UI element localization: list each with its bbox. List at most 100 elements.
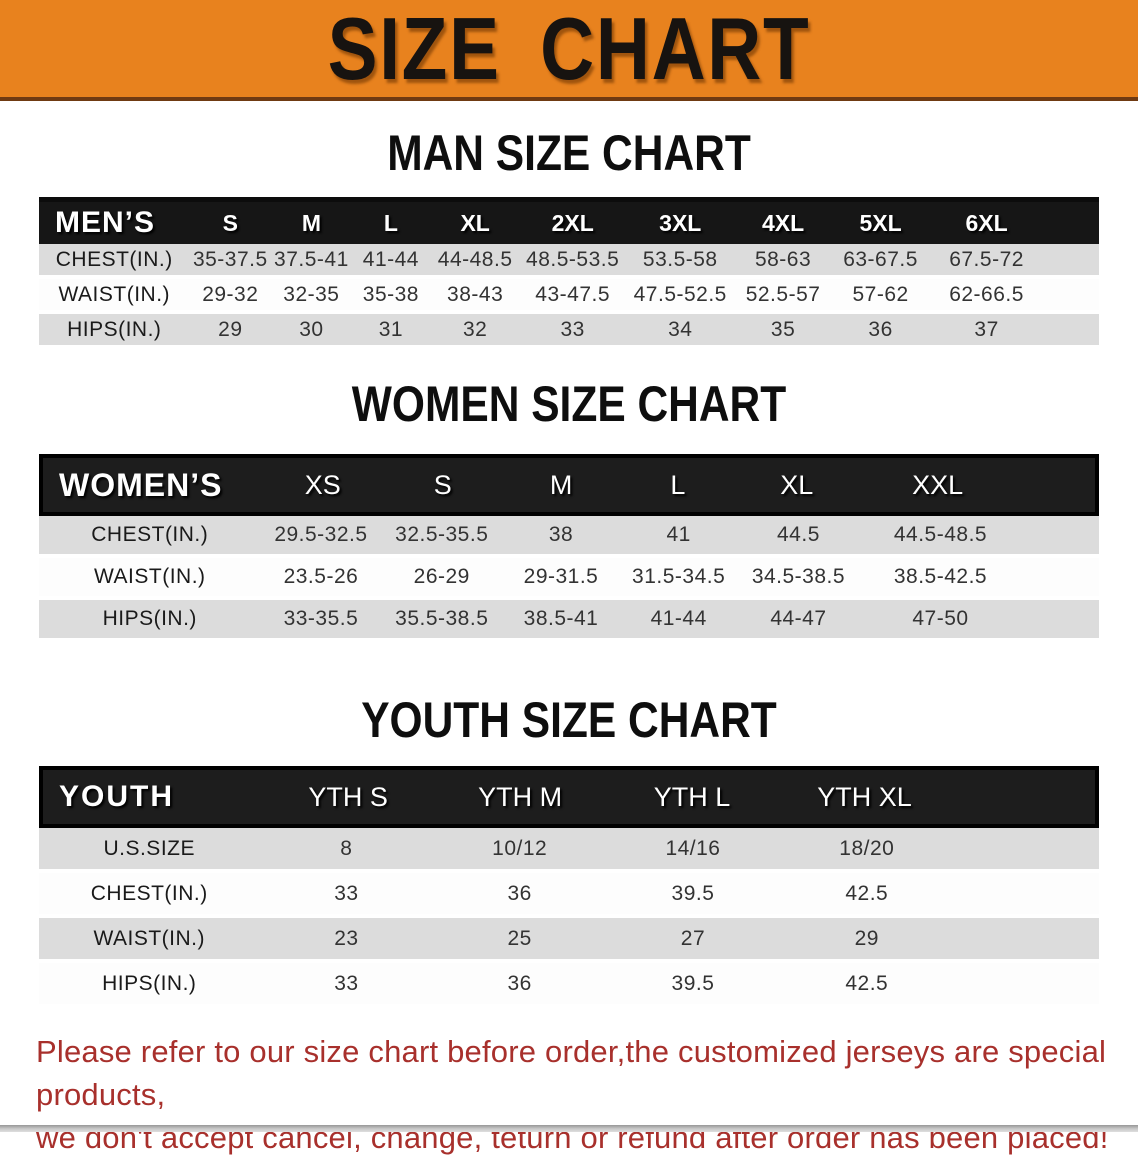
- section-men: MAN SIZE CHART MEN’S S M L XL 2XL 3XL 4XL 5XL 6XL C…: [0, 127, 1138, 345]
- table-row: CHEST(IN.) 35-37.5 37.5-41 41-44 44-48.5 48.5…: [39, 244, 1099, 275]
- size-cell: 33: [334, 971, 359, 995]
- table-row: WAIST(IN.) 23.5-26 26-29 29-31.5 31.5-34.5 34…: [39, 558, 1099, 596]
- size-cell: 47-50: [912, 607, 969, 630]
- table-row: HIPS(IN.) 33-35.5 35.5-38.5 38.5-41 41-44 44-…: [39, 600, 1099, 638]
- size-cell: 23: [334, 926, 359, 950]
- group-label: MEN’S: [55, 206, 156, 239]
- size-cell: 14/16: [665, 836, 721, 860]
- size-cell: 32.5-35.5: [395, 523, 489, 546]
- size-cell: 25: [507, 926, 532, 950]
- size-cell: 29: [854, 926, 879, 950]
- column-header: S: [222, 209, 238, 236]
- table-row: WAIST(IN.) 23 25 27 29: [39, 918, 1099, 959]
- disclaimer: Please refer to our size chart before or…: [36, 1030, 1138, 1159]
- size-cell: 32-35: [283, 282, 340, 306]
- size-cell: 31.5-34.5: [632, 565, 726, 588]
- table-row: CHEST(IN.) 29.5-32.5 32.5-35.5 38 41 44.5 44.5…: [39, 516, 1099, 554]
- section-heading: WOMEN SIZE CHART: [351, 376, 787, 432]
- column-header: M: [549, 469, 573, 500]
- column-header: XL: [460, 209, 490, 236]
- size-cell: 41: [666, 523, 691, 546]
- size-cell: 8: [340, 836, 353, 860]
- row-label: HIPS(IN.): [102, 971, 197, 995]
- banner-title: SIZE CHART: [327, 0, 811, 98]
- size-cell: 38: [548, 523, 574, 546]
- column-header: L: [383, 209, 398, 236]
- size-cell: 10/12: [492, 836, 548, 860]
- size-cell: 38.5-41: [523, 607, 599, 630]
- table-row: HIPS(IN.) 29 30 31 32 33 34 35 36 37: [39, 314, 1099, 345]
- size-cell: 48.5-53.5: [526, 247, 620, 271]
- size-cell: 43-47.5: [535, 282, 611, 306]
- size-cell: 36: [507, 971, 532, 995]
- size-cell: 34.5-38.5: [751, 565, 846, 588]
- size-cell: 44.5-48.5: [893, 523, 988, 546]
- size-cell: 42.5: [845, 971, 889, 995]
- group-label: WOMEN’S: [59, 466, 223, 503]
- column-header: 4XL: [761, 209, 805, 236]
- size-cell: 39.5: [671, 881, 715, 905]
- size-cell: 23.5-26: [283, 565, 359, 588]
- column-header: 5XL: [859, 209, 902, 236]
- size-cell: 29-31.5: [523, 565, 599, 588]
- section-women: WOMEN SIZE CHART WOMEN’S XS S M L XL XXL CHEST(I…: [0, 378, 1138, 638]
- size-cell: 37.5-41: [274, 247, 349, 271]
- column-header: M: [301, 209, 321, 236]
- row-label: CHEST(IN.): [91, 523, 209, 546]
- size-cell: 58-63: [754, 247, 812, 271]
- section-heading: MAN SIZE CHART: [387, 125, 751, 181]
- size-cell: 29.5-32.5: [274, 523, 368, 546]
- size-cell: 53.5-58: [642, 247, 718, 271]
- table-row: U.S.SIZE 8 10/12 14/16 18/20: [39, 828, 1099, 869]
- size-cell: 32: [462, 317, 488, 341]
- row-label: U.S.SIZE: [103, 836, 195, 860]
- size-cell: 34: [668, 317, 693, 341]
- size-cell: 44-47: [770, 607, 827, 630]
- column-header: XS: [304, 469, 341, 500]
- size-cell: 35-38: [362, 282, 419, 306]
- size-cell: 42.5: [845, 881, 889, 905]
- size-cell: 36: [868, 317, 893, 341]
- size-cell: 31: [378, 317, 404, 341]
- column-header: XXL: [912, 469, 964, 500]
- size-table: WOMEN’S XS S M L XL XXL CHEST(IN.) 29.5-32.5 32.5…: [39, 454, 1099, 638]
- column-header: YTH M: [478, 781, 563, 812]
- row-label: CHEST(IN.): [55, 247, 173, 271]
- size-cell: 52.5-57: [745, 282, 821, 306]
- table-header-row: MEN’S S M L XL 2XL 3XL 4XL 5XL 6XL: [39, 197, 1099, 244]
- table-row: CHEST(IN.) 33 36 39.5 42.5: [39, 873, 1099, 914]
- size-cell: 38-43: [447, 282, 504, 306]
- table-row: HIPS(IN.) 33 36 39.5 42.5: [39, 963, 1099, 1004]
- size-cell: 35.5-38.5: [395, 607, 489, 630]
- size-cell: 47.5-52.5: [633, 282, 727, 306]
- row-label: WAIST(IN.): [58, 282, 171, 306]
- size-cell: 41-44: [362, 247, 419, 271]
- size-chart-sections: MAN SIZE CHART MEN’S S M L XL 2XL 3XL 4XL 5XL 6XL C…: [0, 127, 1138, 1004]
- row-label: HIPS(IN.): [102, 607, 197, 630]
- column-header: 6XL: [965, 209, 1008, 236]
- size-table: MEN’S S M L XL 2XL 3XL 4XL 5XL 6XL CHEST(IN.) 35-37…: [39, 197, 1099, 345]
- column-header: 3XL: [659, 209, 702, 236]
- size-cell: 26-29: [413, 565, 470, 588]
- bottom-strip: [0, 1125, 1138, 1132]
- size-cell: 30: [299, 317, 324, 341]
- column-header: YTH L: [653, 781, 731, 812]
- size-cell: 27: [680, 926, 706, 950]
- section-heading: YOUTH SIZE CHART: [361, 692, 777, 748]
- table-header-row: WOMEN’S XS S M L XL XXL: [39, 454, 1099, 516]
- size-cell: 62-66.5: [949, 282, 1024, 306]
- size-cell: 44-48.5: [437, 247, 513, 271]
- size-cell: 39.5: [671, 971, 715, 995]
- size-cell: 33: [334, 881, 359, 905]
- disclaimer-line-1: Please refer to our size chart before or…: [36, 1034, 1107, 1112]
- section-youth: YOUTH SIZE CHART YOUTH YTH S YTH M YTH L YTH …: [0, 694, 1138, 1004]
- size-cell: 67.5-72: [949, 247, 1024, 271]
- size-cell: 33: [560, 317, 585, 341]
- column-header: YTH XL: [817, 781, 912, 812]
- size-cell: 35: [770, 317, 796, 341]
- table-row: WAIST(IN.) 29-32 32-35 35-38 38-43 43-47.5 47.…: [39, 279, 1099, 310]
- size-cell: 38.5-42.5: [893, 565, 988, 588]
- size-cell: 29-32: [202, 282, 259, 306]
- column-header: XL: [780, 469, 814, 500]
- column-header: YTH S: [308, 781, 388, 812]
